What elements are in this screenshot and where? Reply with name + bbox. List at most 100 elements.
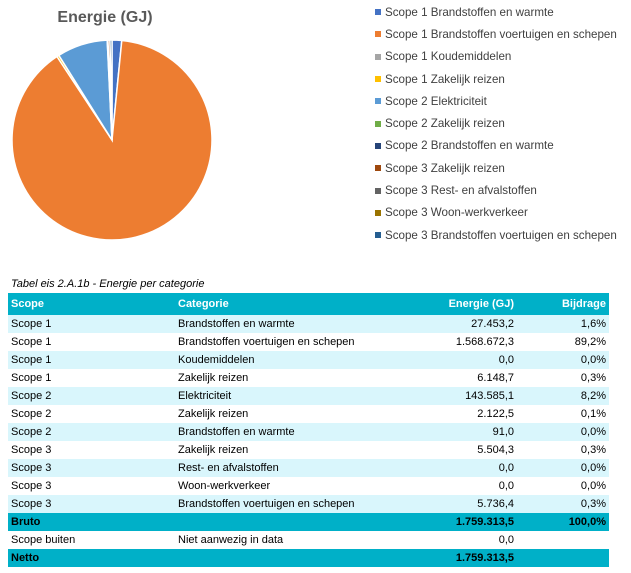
cell-categorie: Brandstoffen voertuigen en schepen: [178, 336, 355, 348]
cell-categorie: Brandstoffen en warmte: [175, 423, 377, 441]
legend-swatch: [375, 76, 381, 83]
bruto-value: 1.759.313,5: [377, 513, 517, 531]
cell-bijdrage: 0,0%: [517, 423, 609, 441]
cell-bijdrage: 0,3%: [580, 372, 606, 384]
legend-label: Scope 3 Zakelijk reizen: [385, 161, 505, 175]
cell-energie: 143.585,1: [377, 387, 517, 405]
scope-buiten-row: Scope buiten Niet aanwezig in data 0,0: [8, 531, 609, 549]
legend-swatch: [375, 209, 381, 216]
cell-categorie: Brandstoffen en warmte: [175, 315, 377, 333]
table-row: Scope 1 Koudemiddelen 0,0 0,0%: [8, 351, 609, 369]
netto-empty: [175, 549, 377, 567]
legend-item: Scope 2 Zakelijk reizen: [375, 112, 617, 134]
legend-item: Scope 3 Rest- en afvalstoffen: [375, 179, 617, 201]
cell-scope: Scope 3: [8, 459, 175, 477]
cell-scope: Scope 3: [11, 480, 52, 492]
legend-label: Scope 2 Zakelijk reizen: [385, 117, 505, 131]
legend-label: Scope 1 Koudemiddelen: [385, 50, 512, 64]
legend-item: Scope 3 Zakelijk reizen: [375, 157, 617, 179]
table-row: Scope 2 Brandstoffen en warmte 91,0 0,0%: [8, 423, 609, 441]
cell-scope: Scope 2: [11, 408, 52, 420]
cell-bijdrage: 0,3%: [517, 495, 609, 513]
table-row: Scope 3 Brandstoffen voertuigen en schepe…: [8, 495, 609, 513]
legend-label: Scope 3 Rest- en afvalstoffen: [385, 184, 537, 198]
energy-table: Scope Categorie Energie (GJ) Bijdrage Sc…: [8, 293, 609, 567]
cell-scope: Scope 1: [11, 372, 52, 384]
cell-energie: 1.568.672,3: [455, 336, 514, 348]
table-header-row: Scope Categorie Energie (GJ) Bijdrage: [8, 293, 609, 315]
legend-label: Scope 2 Brandstoffen en warmte: [385, 139, 554, 153]
legend-swatch: [375, 142, 381, 149]
table-row: Scope 2 Zakelijk reizen 2.122,5 0,1%: [8, 405, 609, 423]
legend-item: Scope 1 Brandstoffen voertuigen en schep…: [375, 23, 617, 45]
cell-categorie: Koudemiddelen: [175, 351, 377, 369]
netto-value: 1.759.313,5: [377, 549, 517, 567]
table-row: Scope 3 Zakelijk reizen 5.504,3 0,3%: [8, 441, 609, 459]
cell-categorie: Elektriciteit: [175, 387, 377, 405]
table-row: Scope 2 Elektriciteit 143.585,1 8,2%: [8, 387, 609, 405]
table-row: Scope 1 Zakelijk reizen 6.148,7 0,3%: [8, 369, 609, 387]
chart-title: Energie (GJ): [57, 9, 153, 26]
cell-energie: 0,0: [498, 480, 514, 492]
legend-item: Scope 1 Zakelijk reizen: [375, 68, 617, 90]
legend-item: Scope 1 Brandstoffen en warmte: [375, 1, 617, 23]
energy-pie-chart: Energie (GJ) Scope 1 Brandstoffen en war…: [0, 0, 631, 278]
table-caption: Tabel eis 2.A.1b - Energie per categorie: [11, 278, 205, 290]
cell-bijdrage: 0,3%: [580, 444, 606, 456]
legend-item: Scope 3 Brandstoffen voertuigen en schep…: [375, 224, 617, 246]
cell-scope: Scope 3: [11, 444, 52, 456]
cell-bijdrage: 0,1%: [580, 408, 606, 420]
cell-scope: Scope 2: [8, 387, 175, 405]
cell-energie: 27.453,2: [377, 315, 517, 333]
legend-label: Scope 1 Brandstoffen en warmte: [385, 5, 554, 19]
cell-bijdrage: 89,2%: [574, 336, 606, 348]
bruto-share: 100,0%: [517, 513, 609, 531]
cell-energie: 0,0: [377, 459, 517, 477]
buiten-empty: [517, 531, 609, 549]
cell-energie: 6.148,7: [477, 372, 514, 384]
bruto-label: Bruto: [8, 513, 175, 531]
legend-item: Scope 3 Woon-werkverkeer: [375, 202, 617, 224]
legend-swatch: [375, 187, 381, 194]
legend-swatch: [375, 31, 381, 38]
cell-energie: 91,0: [377, 423, 517, 441]
buiten-label: Scope buiten: [11, 534, 76, 546]
pie-slice: [109, 39, 113, 141]
buiten-category: Niet aanwezig in data: [178, 534, 284, 546]
cell-bijdrage: 1,6%: [517, 315, 609, 333]
legend-swatch: [375, 98, 381, 105]
legend-label: Scope 1 Zakelijk reizen: [385, 72, 505, 86]
cell-categorie: Brandstoffen voertuigen en schepen: [175, 495, 377, 513]
cell-bijdrage: 0,0%: [517, 459, 609, 477]
netto-empty-2: [517, 549, 609, 567]
header-energie: Energie (GJ): [377, 293, 517, 315]
header-bijdrage: Bijdrage: [517, 293, 609, 315]
cell-scope: Scope 1: [8, 351, 175, 369]
table-row: Scope 3 Rest- en afvalstoffen 0,0 0,0%: [8, 459, 609, 477]
cell-scope: Scope 2: [8, 423, 175, 441]
table-row: Scope 1 Brandstoffen en warmte 27.453,2 1,6…: [8, 315, 609, 333]
pie-plot: [11, 39, 213, 241]
legend-label: Scope 1 Brandstoffen voertuigen en schep…: [385, 27, 617, 41]
bruto-row: Bruto 1.759.313,5 100,0%: [8, 513, 609, 531]
legend-swatch: [375, 165, 381, 172]
legend-item: Scope 2 Elektriciteit: [375, 90, 617, 112]
header-categorie: Categorie: [175, 293, 377, 315]
cell-bijdrage: 0,0%: [580, 480, 606, 492]
legend-item: Scope 2 Brandstoffen en warmte: [375, 135, 617, 157]
legend-swatch: [375, 232, 381, 239]
chart-legend: Scope 1 Brandstoffen en warmte Scope 1 Br…: [375, 1, 617, 246]
cell-categorie: Rest- en afvalstoffen: [175, 459, 377, 477]
cell-categorie: Zakelijk reizen: [178, 408, 249, 420]
cell-energie: 2.122,5: [477, 408, 514, 420]
header-scope: Scope: [8, 293, 175, 315]
cell-energie: 5.504,3: [477, 444, 514, 456]
cell-bijdrage: 8,2%: [517, 387, 609, 405]
cell-scope: Scope 3: [8, 495, 175, 513]
cell-scope: Scope 1: [11, 336, 52, 348]
bruto-empty: [175, 513, 377, 531]
cell-bijdrage: 0,0%: [517, 351, 609, 369]
buiten-value: 0,0: [498, 534, 514, 546]
legend-label: Scope 3 Brandstoffen voertuigen en schep…: [385, 228, 617, 242]
cell-categorie: Woon-werkverkeer: [178, 480, 271, 492]
